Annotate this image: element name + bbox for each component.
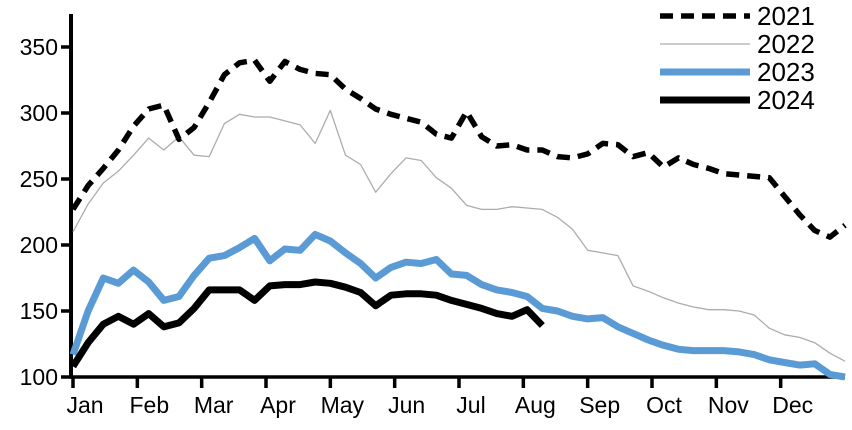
- series-line-2021: [70, 57, 847, 240]
- x-axis-label: Jul: [456, 392, 485, 418]
- series-line-2024: [70, 278, 545, 369]
- series-line-2023: [69, 230, 846, 381]
- x-axis-label: Dec: [772, 392, 813, 418]
- x-axis-label: Aug: [515, 392, 556, 418]
- x-axis-label: Mar: [194, 392, 234, 418]
- x-axis-label: Jun: [388, 392, 425, 418]
- x-axis-label: Oct: [646, 392, 682, 418]
- y-axis-label: 300: [20, 100, 58, 126]
- x-axis-label: Jan: [66, 392, 103, 418]
- legend-label-2024: 2024: [757, 85, 815, 115]
- y-axis-label: 200: [20, 232, 58, 258]
- legend-label-2021: 2021: [757, 1, 815, 31]
- legend-label-2023: 2023: [757, 57, 815, 87]
- x-axis-label: Apr: [260, 392, 296, 418]
- y-axis-label: 150: [20, 298, 58, 324]
- y-axis-label: 100: [20, 364, 58, 390]
- legend-label-2022: 2022: [757, 29, 815, 59]
- x-axis-label: Sep: [579, 392, 620, 418]
- y-axis-label: 350: [20, 34, 58, 60]
- y-axis-label: 250: [20, 166, 58, 192]
- x-axis-label: May: [321, 392, 365, 418]
- x-axis-label: Nov: [708, 392, 749, 418]
- x-axis-label: Feb: [130, 392, 170, 418]
- series-line-2022: [72, 109, 846, 362]
